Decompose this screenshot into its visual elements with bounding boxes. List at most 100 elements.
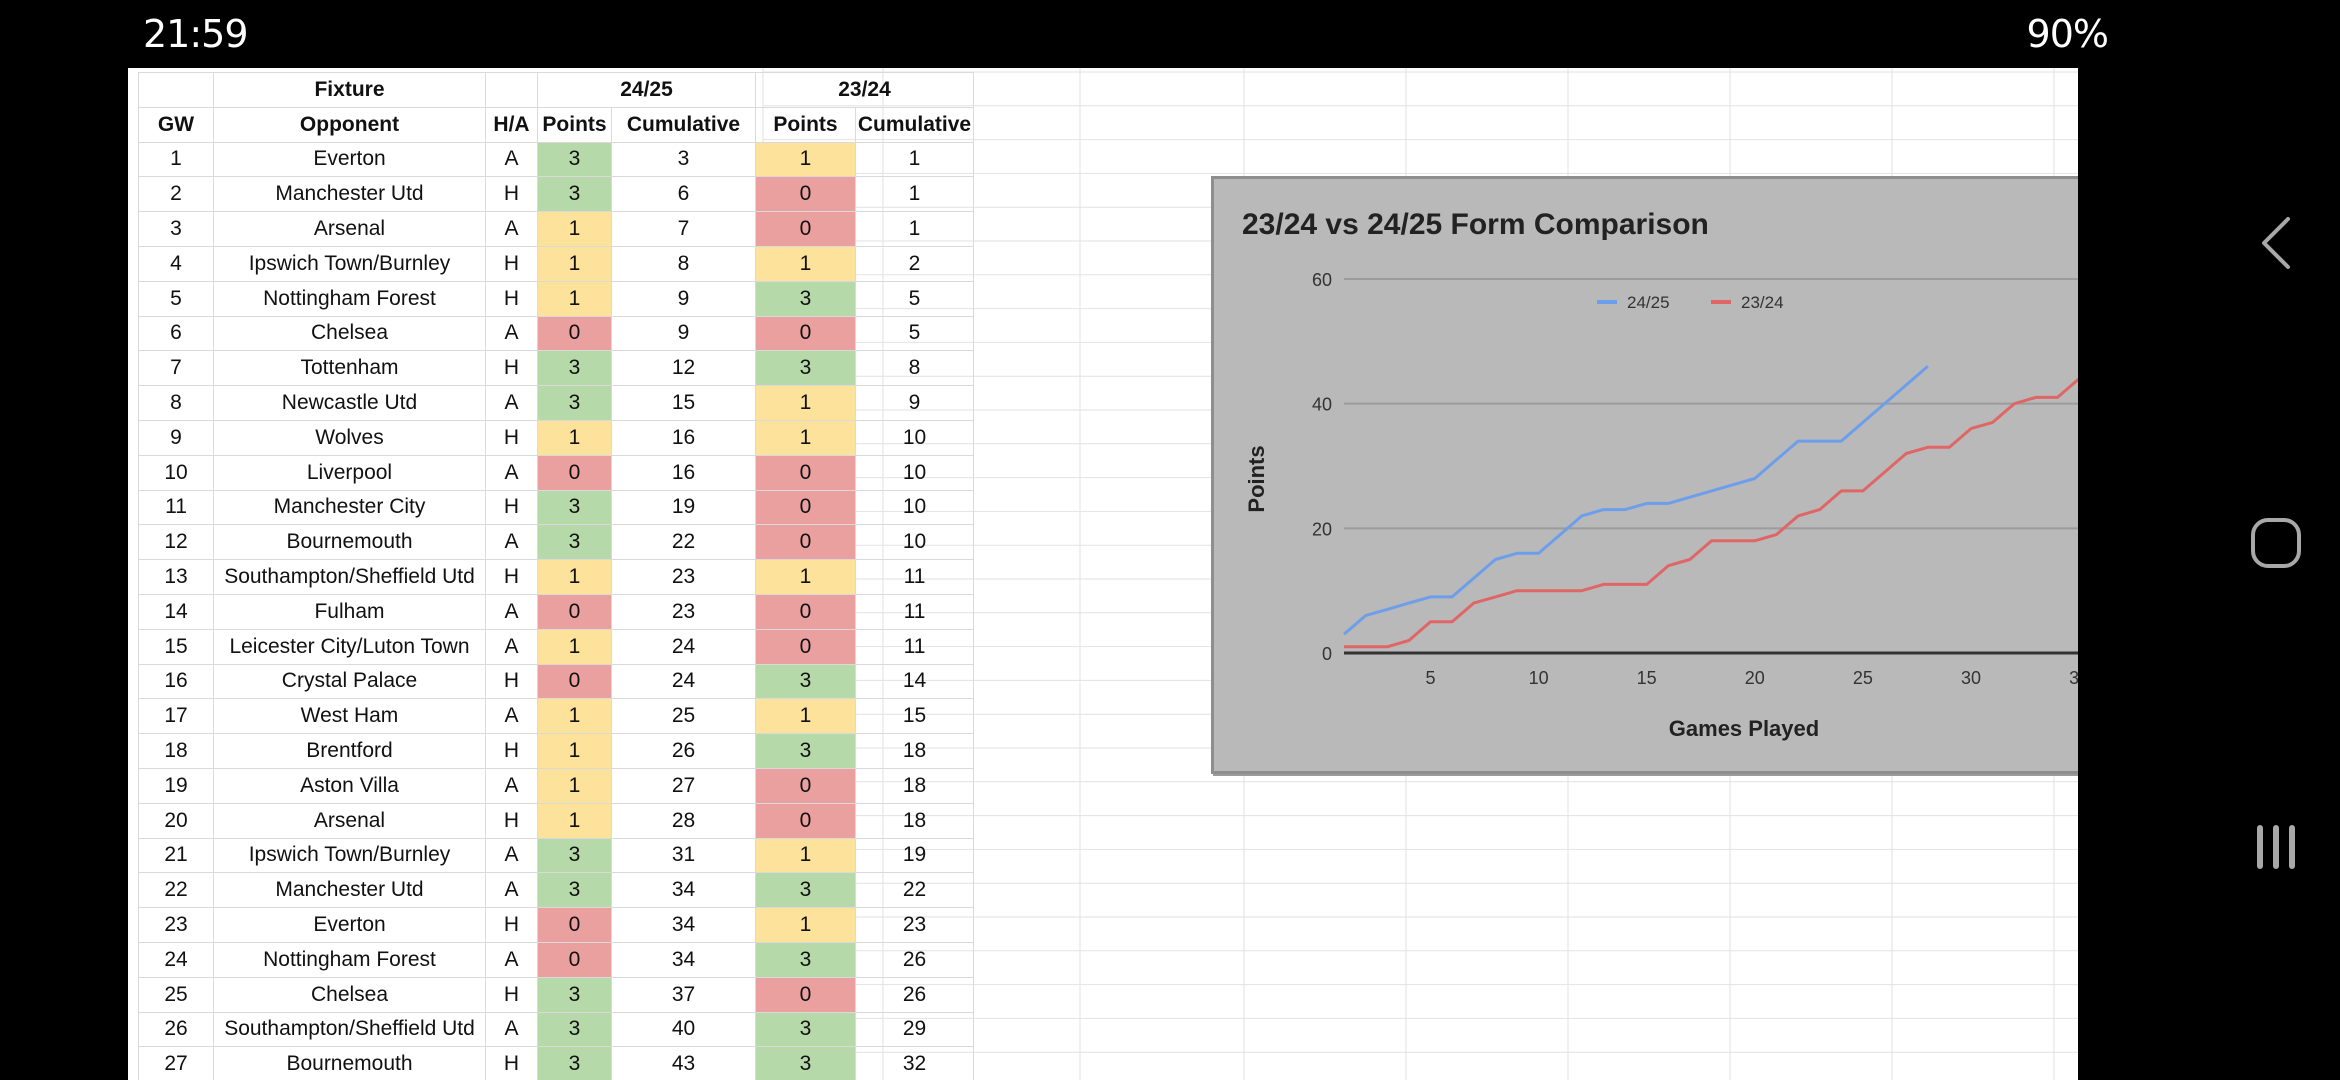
recents-icon[interactable]: [2253, 822, 2299, 872]
opponent-cell[interactable]: Liverpool: [213, 454, 486, 491]
points-2324-cell[interactable]: 0: [755, 802, 856, 839]
column-header-gw[interactable]: GW: [138, 106, 214, 143]
gw-cell[interactable]: 19: [138, 767, 214, 804]
cumulative-2324-cell[interactable]: 15: [855, 698, 974, 735]
points-2324-cell[interactable]: 3: [755, 663, 856, 700]
points-2324-cell[interactable]: 3: [755, 733, 856, 769]
points-2324-cell[interactable]: 3: [755, 941, 856, 978]
gw-cell[interactable]: 12: [138, 524, 214, 561]
cumulative-2324-cell[interactable]: 10: [855, 454, 974, 491]
cumulative-2425-cell[interactable]: 43: [611, 1046, 756, 1080]
column-header-cumulative-2425[interactable]: Cumulative: [611, 106, 756, 143]
opponent-cell[interactable]: West Ham: [213, 698, 486, 735]
points-2425-cell[interactable]: 0: [537, 907, 612, 943]
cumulative-2324-cell[interactable]: 18: [855, 802, 974, 839]
opponent-cell[interactable]: Chelsea: [213, 976, 486, 1013]
gw-cell[interactable]: 27: [138, 1046, 214, 1080]
back-icon[interactable]: [2258, 215, 2294, 271]
cumulative-2324-cell[interactable]: 14: [855, 663, 974, 700]
column-header-ha[interactable]: H/A: [485, 106, 538, 143]
gw-cell[interactable]: 25: [138, 976, 214, 1013]
points-2425-cell[interactable]: 1: [537, 767, 612, 804]
venue-cell[interactable]: A: [485, 628, 538, 665]
points-2425-cell[interactable]: 1: [537, 559, 612, 595]
points-2425-cell[interactable]: 3: [537, 1011, 612, 1048]
venue-cell[interactable]: A: [485, 872, 538, 909]
cumulative-2425-cell[interactable]: 16: [611, 419, 756, 456]
cumulative-2425-cell[interactable]: 23: [611, 593, 756, 630]
cumulative-2425-cell[interactable]: 40: [611, 1011, 756, 1048]
cumulative-2425-cell[interactable]: 12: [611, 350, 756, 387]
points-2324-cell[interactable]: 0: [755, 524, 856, 561]
points-2324-cell[interactable]: 1: [755, 698, 856, 735]
opponent-cell[interactable]: Fulham: [213, 593, 486, 630]
venue-cell[interactable]: A: [485, 141, 538, 178]
venue-cell[interactable]: H: [485, 802, 538, 839]
points-2425-cell[interactable]: 1: [537, 733, 612, 769]
column-header-opponent[interactable]: Opponent: [213, 106, 486, 143]
gw-cell[interactable]: 1: [138, 141, 214, 178]
gw-cell[interactable]: 21: [138, 837, 214, 874]
venue-cell[interactable]: H: [485, 176, 538, 213]
points-2425-cell[interactable]: 0: [537, 941, 612, 978]
venue-cell[interactable]: A: [485, 767, 538, 804]
cumulative-2425-cell[interactable]: 28: [611, 802, 756, 839]
points-2324-cell[interactable]: 0: [755, 454, 856, 491]
cumulative-2425-cell[interactable]: 9: [611, 280, 756, 317]
cumulative-2425-cell[interactable]: 25: [611, 698, 756, 735]
points-2324-cell[interactable]: 3: [755, 1046, 856, 1080]
cumulative-2324-cell[interactable]: 19: [855, 837, 974, 874]
opponent-cell[interactable]: Newcastle Utd: [213, 385, 486, 421]
gw-cell[interactable]: 24: [138, 941, 214, 978]
cumulative-2425-cell[interactable]: 7: [611, 211, 756, 247]
gw-cell[interactable]: 10: [138, 454, 214, 491]
venue-cell[interactable]: H: [485, 976, 538, 1013]
points-2425-cell[interactable]: 1: [537, 698, 612, 735]
points-2425-cell[interactable]: 3: [537, 1046, 612, 1080]
cumulative-2324-cell[interactable]: 5: [855, 280, 974, 317]
cumulative-2324-cell[interactable]: 26: [855, 976, 974, 1013]
cumulative-2425-cell[interactable]: 27: [611, 767, 756, 804]
opponent-cell[interactable]: Southampton/Sheffield Utd: [213, 559, 486, 595]
points-2324-cell[interactable]: 1: [755, 245, 856, 282]
cumulative-2425-cell[interactable]: 34: [611, 941, 756, 978]
points-2324-cell[interactable]: 1: [755, 907, 856, 943]
points-2425-cell[interactable]: 3: [537, 976, 612, 1013]
opponent-cell[interactable]: Crystal Palace: [213, 663, 486, 700]
column-header-points-2324[interactable]: Points: [755, 106, 856, 143]
opponent-cell[interactable]: Aston Villa: [213, 767, 486, 804]
opponent-cell[interactable]: Everton: [213, 907, 486, 943]
cumulative-2425-cell[interactable]: 22: [611, 524, 756, 561]
cumulative-2425-cell[interactable]: 31: [611, 837, 756, 874]
points-2425-cell[interactable]: 3: [537, 489, 612, 526]
points-2324-cell[interactable]: 0: [755, 628, 856, 665]
points-2425-cell[interactable]: 1: [537, 245, 612, 282]
opponent-cell[interactable]: Ipswich Town/Burnley: [213, 837, 486, 874]
gw-cell[interactable]: 4: [138, 245, 214, 282]
points-2324-cell[interactable]: 0: [755, 976, 856, 1013]
cumulative-2425-cell[interactable]: 37: [611, 976, 756, 1013]
venue-cell[interactable]: A: [485, 941, 538, 978]
opponent-cell[interactable]: Southampton/Sheffield Utd: [213, 1011, 486, 1048]
cumulative-2425-cell[interactable]: 26: [611, 733, 756, 769]
cumulative-2324-cell[interactable]: 11: [855, 559, 974, 595]
gw-cell[interactable]: 20: [138, 802, 214, 839]
cumulative-2324-cell[interactable]: 1: [855, 141, 974, 178]
gw-cell[interactable]: 11: [138, 489, 214, 526]
opponent-cell[interactable]: Arsenal: [213, 211, 486, 247]
column-header-cumulative-2324[interactable]: Cumulative: [855, 106, 974, 143]
cumulative-2425-cell[interactable]: 19: [611, 489, 756, 526]
gw-cell[interactable]: 14: [138, 593, 214, 630]
points-2324-cell[interactable]: 0: [755, 489, 856, 526]
venue-cell[interactable]: A: [485, 1011, 538, 1048]
cumulative-2425-cell[interactable]: 34: [611, 907, 756, 943]
gw-cell[interactable]: 8: [138, 385, 214, 421]
points-2324-cell[interactable]: 1: [755, 419, 856, 456]
opponent-cell[interactable]: Brentford: [213, 733, 486, 769]
points-2425-cell[interactable]: 1: [537, 211, 612, 247]
gw-cell[interactable]: 2: [138, 176, 214, 213]
venue-cell[interactable]: H: [485, 663, 538, 700]
home-icon[interactable]: [2250, 517, 2302, 569]
points-2324-cell[interactable]: 3: [755, 350, 856, 387]
cumulative-2324-cell[interactable]: 26: [855, 941, 974, 978]
